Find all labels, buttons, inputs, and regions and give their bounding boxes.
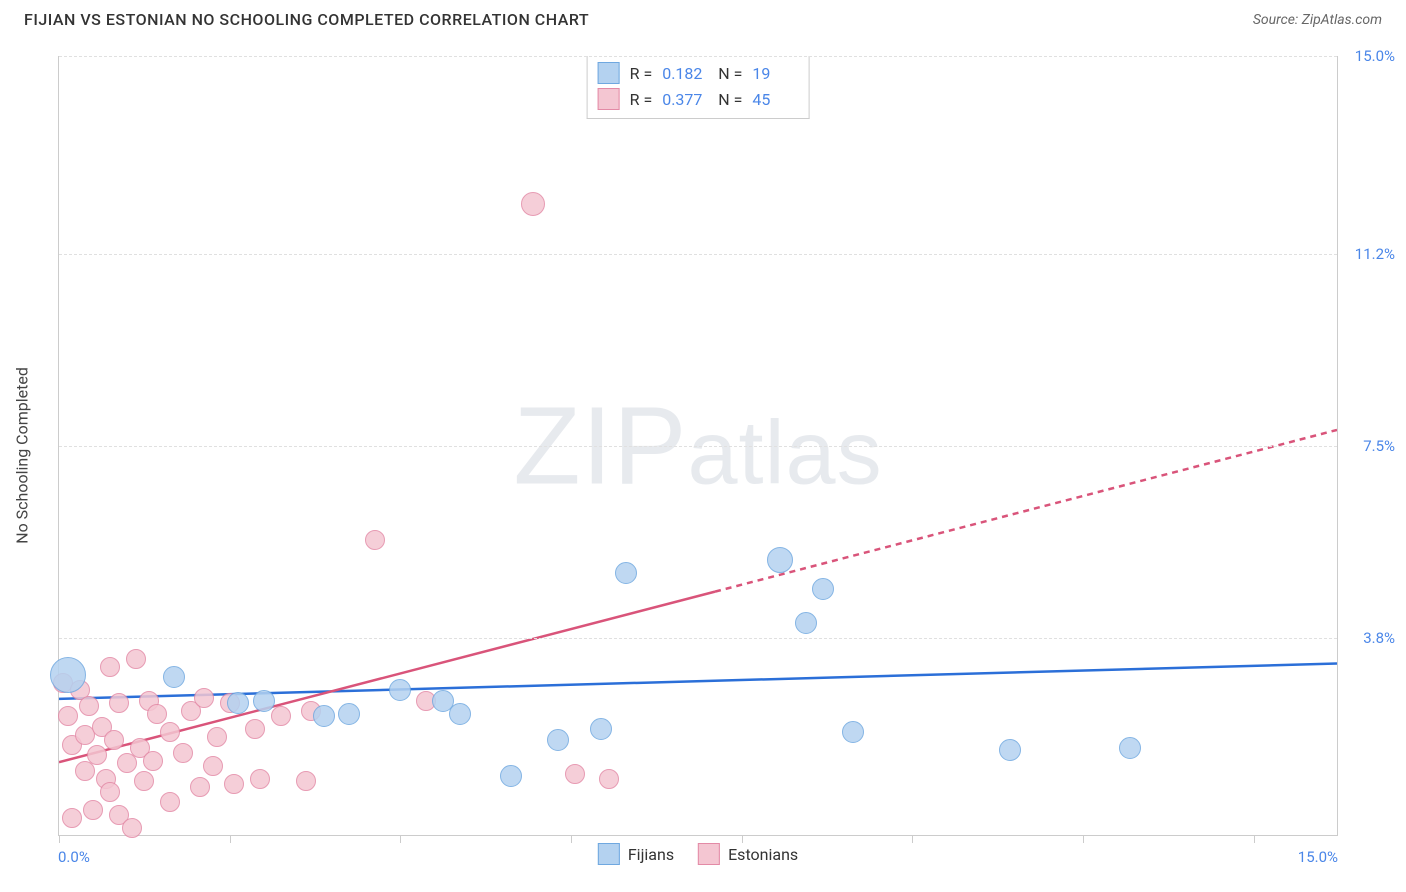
scatter-point-estonians [147, 704, 167, 724]
x-tick [230, 835, 231, 843]
x-tick [912, 835, 913, 843]
scatter-point-estonians [134, 771, 154, 791]
legend-item-estonians: Estonians [698, 843, 798, 865]
correlation-stats-box: R = 0.182 N = 19 R = 0.377 N = 45 [587, 56, 810, 119]
scatter-point-estonians [58, 706, 78, 726]
scatter-point-estonians [194, 688, 214, 708]
trend-line [715, 430, 1337, 592]
y-axis-title: No Schooling Completed [13, 367, 32, 544]
x-tick [1083, 835, 1084, 843]
swatch-estonians [698, 843, 720, 865]
scatter-point-estonians [365, 530, 385, 550]
scatter-point-estonians [173, 743, 193, 763]
scatter-point-estonians [207, 727, 227, 747]
gridline [59, 446, 1337, 447]
x-tick [571, 835, 572, 843]
watermark-rest: atlas [688, 403, 883, 503]
r-value-estonians: 0.377 [662, 90, 708, 109]
scatter-point-estonians [87, 745, 107, 765]
scatter-point-estonians [100, 657, 120, 677]
scatter-point-estonians [62, 808, 82, 828]
scatter-point-estonians [126, 649, 146, 669]
scatter-point-fijians [50, 657, 86, 693]
r-label: R = [630, 90, 653, 109]
scatter-point-fijians [795, 612, 817, 634]
gridline [59, 638, 1337, 639]
swatch-fijians [598, 62, 620, 84]
r-value-fijians: 0.182 [662, 64, 708, 83]
x-tick [400, 835, 401, 843]
scatter-point-estonians [160, 722, 180, 742]
chart-title: FIJIAN VS ESTONIAN NO SCHOOLING COMPLETE… [24, 10, 589, 29]
trend-line [59, 664, 1337, 699]
scatter-point-fijians [590, 718, 612, 740]
scatter-point-estonians [143, 751, 163, 771]
stats-row-fijians: R = 0.182 N = 19 [598, 60, 799, 86]
x-axis-min-label: 0.0% [58, 848, 90, 866]
scatter-point-estonians [104, 730, 124, 750]
n-label: N = [718, 90, 742, 109]
source-attribution: Source: ZipAtlas.com [1253, 12, 1382, 28]
scatter-point-fijians [227, 692, 249, 714]
scatter-point-fijians [615, 562, 637, 584]
y-tick-label: 11.2% [1347, 245, 1395, 263]
trend-line [59, 592, 715, 763]
r-label: R = [630, 64, 653, 83]
scatter-point-estonians [79, 696, 99, 716]
swatch-fijians [598, 843, 620, 865]
x-tick [742, 835, 743, 843]
legend-label-estonians: Estonians [728, 845, 798, 864]
scatter-point-estonians [250, 769, 270, 789]
scatter-point-fijians [253, 690, 275, 712]
scatter-point-estonians [296, 771, 316, 791]
scatter-point-fijians [842, 721, 864, 743]
scatter-point-fijians [449, 703, 471, 725]
scatter-point-fijians [999, 739, 1021, 761]
scatter-point-estonians [190, 777, 210, 797]
n-label: N = [718, 64, 742, 83]
n-value-estonians: 45 [752, 90, 798, 109]
scatter-point-estonians [109, 693, 129, 713]
scatter-point-estonians [521, 192, 545, 216]
scatter-plot-area: ZIPatlas R = 0.182 N = 19 R = 0.377 N = … [58, 56, 1338, 836]
n-value-fijians: 19 [752, 64, 798, 83]
scatter-point-fijians [547, 729, 569, 751]
x-tick [1254, 835, 1255, 843]
scatter-point-fijians [389, 679, 411, 701]
scatter-point-estonians [245, 719, 265, 739]
scatter-point-fijians [313, 705, 335, 727]
legend-label-fijians: Fijians [628, 845, 674, 864]
scatter-point-estonians [100, 782, 120, 802]
scatter-point-estonians [160, 792, 180, 812]
stats-row-estonians: R = 0.377 N = 45 [598, 86, 799, 112]
swatch-estonians [598, 88, 620, 110]
scatter-point-estonians [122, 818, 142, 838]
scatter-point-fijians [1119, 737, 1141, 759]
gridline [59, 56, 1337, 57]
scatter-point-fijians [338, 703, 360, 725]
y-tick-label: 3.8% [1347, 629, 1395, 647]
gridline [59, 254, 1337, 255]
scatter-point-estonians [565, 764, 585, 784]
y-tick-label: 7.5% [1347, 437, 1395, 455]
scatter-point-fijians [500, 765, 522, 787]
scatter-point-fijians [163, 666, 185, 688]
scatter-point-estonians [83, 800, 103, 820]
scatter-point-estonians [599, 769, 619, 789]
x-tick [59, 835, 60, 843]
scatter-point-fijians [767, 547, 793, 573]
x-axis-max-label: 15.0% [1298, 848, 1338, 866]
legend-item-fijians: Fijians [598, 843, 674, 865]
scatter-point-estonians [224, 774, 244, 794]
scatter-point-estonians [271, 706, 291, 726]
scatter-point-fijians [812, 578, 834, 600]
scatter-point-estonians [203, 756, 223, 776]
legend: Fijians Estonians [598, 843, 798, 865]
y-tick-label: 15.0% [1347, 47, 1395, 65]
